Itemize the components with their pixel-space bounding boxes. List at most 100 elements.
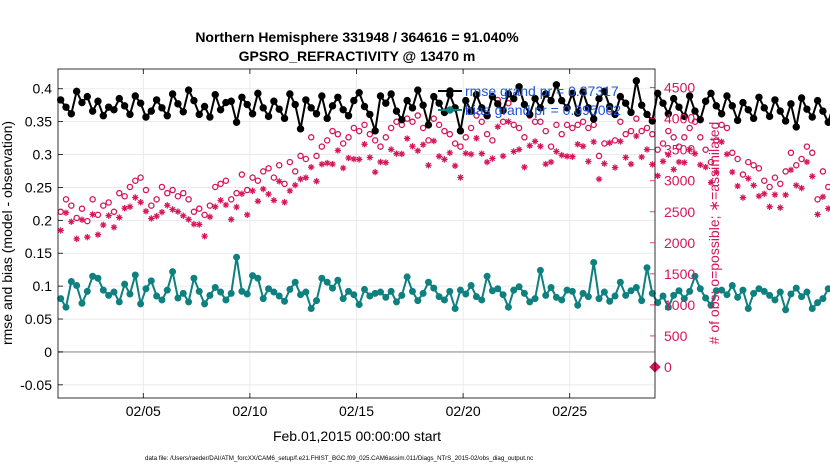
- bias-point: [579, 289, 587, 297]
- bias-point: [355, 301, 363, 309]
- bias-point: [286, 285, 294, 293]
- assimilated-obs-point: [201, 232, 208, 240]
- assimilated-obs-point: [169, 206, 176, 213]
- possible-obs-point: [627, 127, 635, 135]
- assimilated-obs-point: [276, 178, 283, 185]
- assimilated-obs-point: [579, 143, 587, 150]
- assimilated-obs-point: [435, 153, 443, 160]
- bias-point: [600, 288, 608, 296]
- assimilated-obs-point: [633, 132, 640, 140]
- rmse-point: [334, 93, 342, 101]
- rmse-point: [419, 101, 427, 109]
- rmse-point: [83, 92, 92, 101]
- possible-obs-point: [611, 137, 619, 144]
- rmse-point: [685, 92, 694, 100]
- rmse-point: [653, 89, 662, 98]
- bias-point: [542, 291, 550, 299]
- possible-obs-point: [654, 146, 661, 153]
- assimilated-obs-point: [398, 150, 406, 158]
- rmse-point: [200, 102, 209, 111]
- y-right-tick-label: 3500: [664, 142, 695, 158]
- series-bias: [57, 253, 830, 314]
- rmse-point: [254, 89, 262, 98]
- y-right-tick-label: 2000: [664, 235, 695, 251]
- assimilated-obs-point: [286, 187, 294, 194]
- assimilated-obs-point: [292, 181, 299, 189]
- assimilated-obs-point: [116, 214, 123, 221]
- rmse-point: [344, 112, 353, 120]
- rmse-point: [643, 110, 651, 119]
- possible-obs-point: [489, 137, 496, 144]
- bias-point: [696, 285, 704, 293]
- assimilated-obs-point: [590, 138, 597, 146]
- assimilated-obs-point: [419, 141, 427, 148]
- possible-obs-point: [329, 127, 336, 135]
- possible-obs-point: [201, 211, 208, 219]
- assimilated-obs-point: [403, 135, 411, 142]
- rmse-point: [712, 102, 720, 110]
- bias-point: [744, 305, 752, 313]
- bias-point: [451, 305, 459, 313]
- bias-point: [504, 303, 512, 311]
- assimilated-obs-point: [510, 148, 517, 155]
- rmse-point: [680, 112, 689, 121]
- possible-obs-point: [777, 180, 784, 188]
- rmse-point: [637, 101, 646, 109]
- assimilated-obs-point: [585, 158, 592, 165]
- assimilated-obs-point: [734, 182, 741, 190]
- bias-point: [808, 305, 816, 313]
- possible-obs-point: [323, 137, 331, 144]
- rmse-point: [723, 92, 731, 100]
- assimilated-obs-point: [606, 139, 613, 147]
- possible-obs-point: [515, 124, 523, 132]
- possible-obs-point: [414, 112, 422, 119]
- bias-point: [414, 297, 422, 305]
- assimilated-obs-point: [654, 172, 661, 179]
- bias-point: [536, 266, 544, 274]
- assimilated-obs-point: [329, 160, 336, 168]
- possible-obs-point: [100, 202, 107, 209]
- assimilated-obs-point: [334, 147, 342, 154]
- bias-point: [233, 253, 241, 261]
- rmse-point: [312, 110, 321, 118]
- possible-obs-point: [169, 186, 176, 194]
- x-tick-label: 02/20: [446, 403, 481, 419]
- bias-point: [78, 299, 86, 307]
- bias-point: [313, 297, 321, 305]
- possible-obs-point: [84, 217, 91, 225]
- rmse-point: [296, 125, 305, 133]
- possible-obs-point: [771, 174, 779, 181]
- y-right-tick-label: 2500: [664, 204, 695, 220]
- rmse-point: [110, 106, 118, 114]
- possible-obs-point: [313, 152, 320, 160]
- assimilated-obs-point: [355, 156, 363, 163]
- possible-obs-point: [116, 189, 123, 197]
- possible-obs-point: [451, 140, 459, 147]
- possible-obs-point: [766, 183, 773, 191]
- rmse-point: [339, 106, 347, 114]
- possible-obs-point: [345, 134, 352, 141]
- rmse-point: [595, 94, 603, 103]
- bias-point: [494, 285, 502, 293]
- assimilated-obs-point: [318, 161, 326, 168]
- rmse-point: [787, 100, 795, 108]
- rmse-point: [238, 93, 246, 101]
- possible-obs-point: [542, 127, 549, 135]
- rmse-point: [286, 90, 294, 98]
- bias-point: [419, 289, 427, 297]
- bias-point: [547, 283, 555, 291]
- possible-obs-point: [739, 171, 747, 178]
- rmse-point: [142, 113, 150, 121]
- y-right-tick-label: 3000: [664, 173, 695, 189]
- bias-point: [483, 272, 491, 280]
- possible-obs-point: [601, 140, 608, 147]
- assimilated-obs-point: [601, 160, 608, 167]
- rmse-point: [360, 102, 369, 111]
- possible-obs-point: [371, 137, 379, 144]
- rmse-point: [302, 96, 310, 104]
- possible-obs-point: [350, 124, 358, 132]
- assimilated-obs-point: [100, 221, 107, 229]
- bias-point: [734, 293, 742, 301]
